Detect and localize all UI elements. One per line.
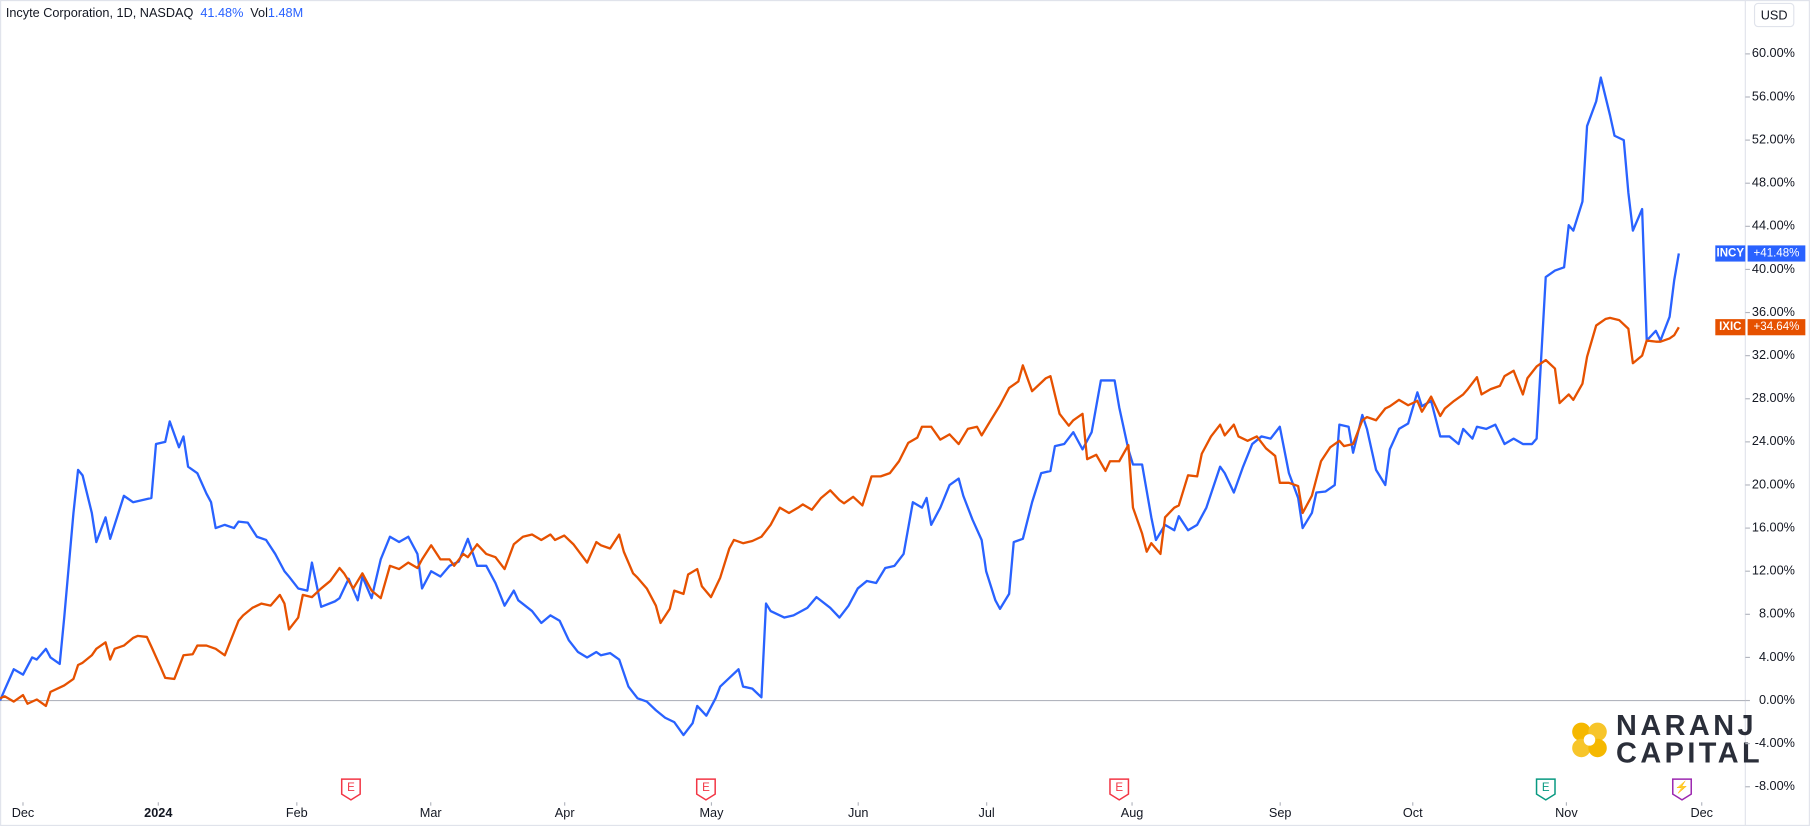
watermark-line: NARANJ <box>1616 710 1757 742</box>
volume-label: Vol <box>250 6 268 20</box>
y-tick-label: -4.00% <box>1755 736 1795 750</box>
event-badge <box>1672 778 1692 801</box>
event-marker: ⚡ <box>1672 778 1692 801</box>
y-tick-label: -8.00% <box>1755 779 1795 793</box>
event-badge <box>1535 778 1556 801</box>
x-tick-label: Nov <box>1555 806 1578 820</box>
y-tick-label: 0.00% <box>1759 693 1795 707</box>
header: Incyte Corporation, 1D, NASDAQ 41.48% Vol1… <box>6 6 303 20</box>
y-tick-label: 40.00% <box>1752 262 1795 276</box>
end-value-label: +34.64% <box>1754 321 1800 333</box>
y-tick-label: 8.00% <box>1759 607 1795 621</box>
y-tick-label: 48.00% <box>1752 176 1795 190</box>
volume-value: 1.48M <box>268 6 303 20</box>
currency-label[interactable]: USD <box>1761 9 1788 23</box>
event-label: ⚡ <box>1675 780 1689 794</box>
y-tick-label: 56.00% <box>1752 89 1795 103</box>
event-marker: E <box>340 778 361 801</box>
y-tick-label: 20.00% <box>1752 477 1795 491</box>
event-label: E <box>702 782 710 794</box>
y-tick-label: 4.00% <box>1759 650 1795 664</box>
x-tick-label: Mar <box>420 806 443 820</box>
y-tick-label: 12.00% <box>1752 564 1795 578</box>
event-marker: E <box>1535 778 1556 801</box>
x-tick-label: Jun <box>848 806 868 820</box>
header-change: 41.48% <box>200 6 243 20</box>
event-badge <box>340 778 361 801</box>
end-value-badge <box>1747 245 1806 262</box>
x-tick-label: Jul <box>979 806 995 820</box>
x-tick-label: Aug <box>1121 806 1144 820</box>
x-tick-label: 2024 <box>144 806 172 820</box>
event-badge <box>695 778 716 801</box>
x-tick-label: Sep <box>1269 806 1292 820</box>
header-title: Incyte Corporation, 1D, NASDAQ <box>6 6 194 20</box>
watermark-line: CAPITAL <box>1616 738 1763 770</box>
series-name: INCY <box>1717 248 1745 260</box>
x-tick-label: Feb <box>286 806 308 820</box>
y-tick-label: 44.00% <box>1752 219 1795 233</box>
y-tick-label: 36.00% <box>1752 305 1795 319</box>
logo-icon <box>1572 722 1607 758</box>
series-name: IXIC <box>1719 321 1742 333</box>
event-badge <box>1109 778 1130 801</box>
series-name-badge <box>1715 245 1746 262</box>
event-label: E <box>1542 782 1550 794</box>
x-tick-label: Dec <box>12 806 35 820</box>
event-marker: E <box>695 778 716 801</box>
y-tick-label: 16.00% <box>1752 520 1795 534</box>
event-label: E <box>1115 782 1123 794</box>
x-tick-label: Oct <box>1403 806 1423 820</box>
currency-button[interactable] <box>1753 2 1795 28</box>
event-marker: E <box>1109 778 1130 801</box>
y-tick-label: 52.00% <box>1752 132 1795 146</box>
x-tick-label: May <box>699 806 724 820</box>
end-value-label: +41.48% <box>1754 248 1800 260</box>
y-tick-label: 28.00% <box>1752 391 1795 405</box>
x-tick-label: Dec <box>1690 806 1713 820</box>
y-tick-label: 60.00% <box>1752 46 1795 60</box>
series-name-badge <box>1715 319 1746 336</box>
y-tick-label: 24.00% <box>1752 434 1795 448</box>
x-tick-label: Apr <box>555 806 576 820</box>
end-value-badge <box>1747 319 1806 336</box>
series-line <box>0 316 1680 708</box>
y-tick-label: 32.00% <box>1752 348 1795 362</box>
logo-center <box>1583 734 1596 746</box>
event-label: E <box>347 782 355 794</box>
